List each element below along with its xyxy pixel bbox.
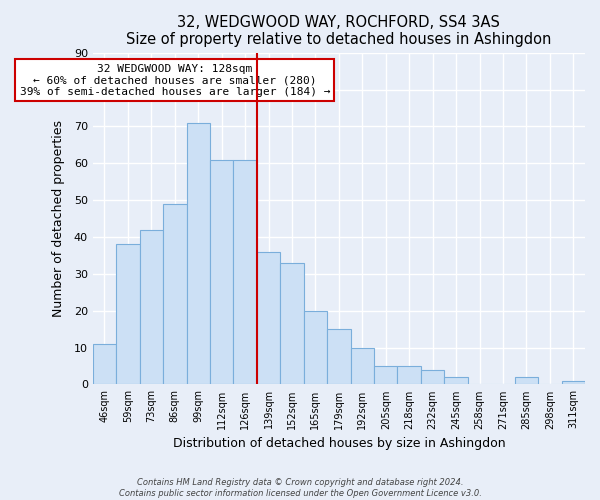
- Bar: [187, 123, 210, 384]
- Bar: [210, 160, 233, 384]
- Bar: [280, 263, 304, 384]
- X-axis label: Distribution of detached houses by size in Ashingdon: Distribution of detached houses by size …: [173, 437, 505, 450]
- Bar: [163, 204, 187, 384]
- Text: 32 WEDGWOOD WAY: 128sqm
← 60% of detached houses are smaller (280)
39% of semi-d: 32 WEDGWOOD WAY: 128sqm ← 60% of detache…: [20, 64, 330, 97]
- Bar: [327, 329, 350, 384]
- Text: Contains HM Land Registry data © Crown copyright and database right 2024.
Contai: Contains HM Land Registry data © Crown c…: [119, 478, 481, 498]
- Bar: [350, 348, 374, 385]
- Bar: [374, 366, 397, 384]
- Bar: [421, 370, 445, 384]
- Bar: [140, 230, 163, 384]
- Title: 32, WEDGWOOD WAY, ROCHFORD, SS4 3AS
Size of property relative to detached houses: 32, WEDGWOOD WAY, ROCHFORD, SS4 3AS Size…: [126, 15, 551, 48]
- Bar: [445, 377, 468, 384]
- Y-axis label: Number of detached properties: Number of detached properties: [52, 120, 65, 317]
- Bar: [304, 310, 327, 384]
- Bar: [562, 380, 585, 384]
- Bar: [116, 244, 140, 384]
- Bar: [93, 344, 116, 385]
- Bar: [397, 366, 421, 384]
- Bar: [257, 252, 280, 384]
- Bar: [515, 377, 538, 384]
- Bar: [233, 160, 257, 384]
